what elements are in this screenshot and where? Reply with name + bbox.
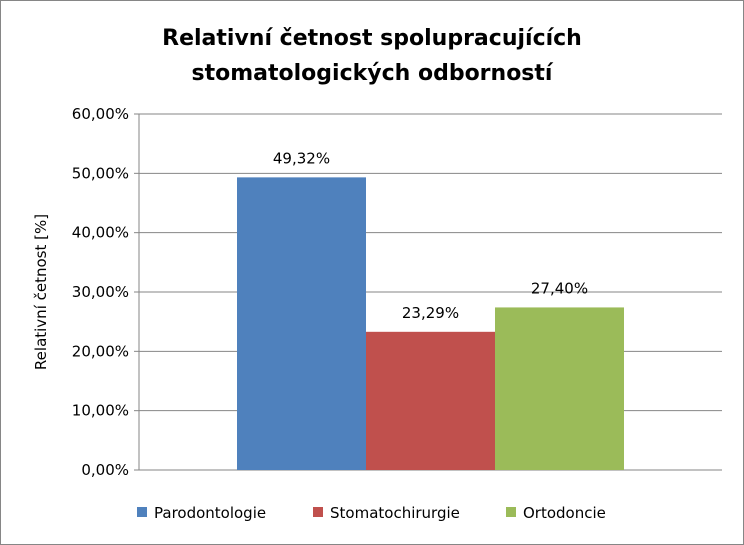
bar-ortodoncie	[495, 307, 624, 470]
legend-label: Parodontologie	[154, 504, 266, 522]
legend-label: Ortodoncie	[523, 504, 606, 522]
y-tick-label: 60,00%	[72, 105, 129, 123]
y-tick-label: 0,00%	[81, 461, 129, 479]
y-tick-label: 20,00%	[72, 342, 129, 360]
legend: Parodontologie Stomatochirurgie Ortodoncie	[137, 504, 606, 522]
y-tick-label: 30,00%	[72, 283, 129, 301]
y-axis-title: Relativní četnost [%]	[32, 214, 50, 370]
legend-label: Stomatochirurgie	[330, 504, 460, 522]
data-label: 49,32%	[273, 149, 330, 167]
legend-swatch	[506, 507, 516, 517]
data-label: 27,40%	[531, 279, 588, 297]
bar-stomatochirurgie	[366, 331, 495, 470]
y-tick-label: 10,00%	[72, 402, 129, 420]
legend-swatch	[137, 507, 147, 517]
legend-swatch	[313, 507, 323, 517]
bar-parodontologie	[237, 177, 366, 471]
chart-title-line-2: stomatologických odborností	[192, 61, 554, 86]
chart-title-line-1: Relativní četnost spolupracujících	[162, 26, 582, 51]
y-tick-label: 40,00%	[72, 224, 129, 242]
data-label: 23,29%	[402, 304, 459, 322]
gridlines	[134, 113, 722, 471]
data-labels: 49,32% 23,29% 27,40%	[273, 149, 588, 321]
y-tick-label: 50,00%	[72, 164, 129, 182]
bars	[237, 177, 624, 471]
y-tick-labels: 0,00% 10,00% 20,00% 30,00% 40,00% 50,00% 60,00…	[72, 105, 129, 479]
